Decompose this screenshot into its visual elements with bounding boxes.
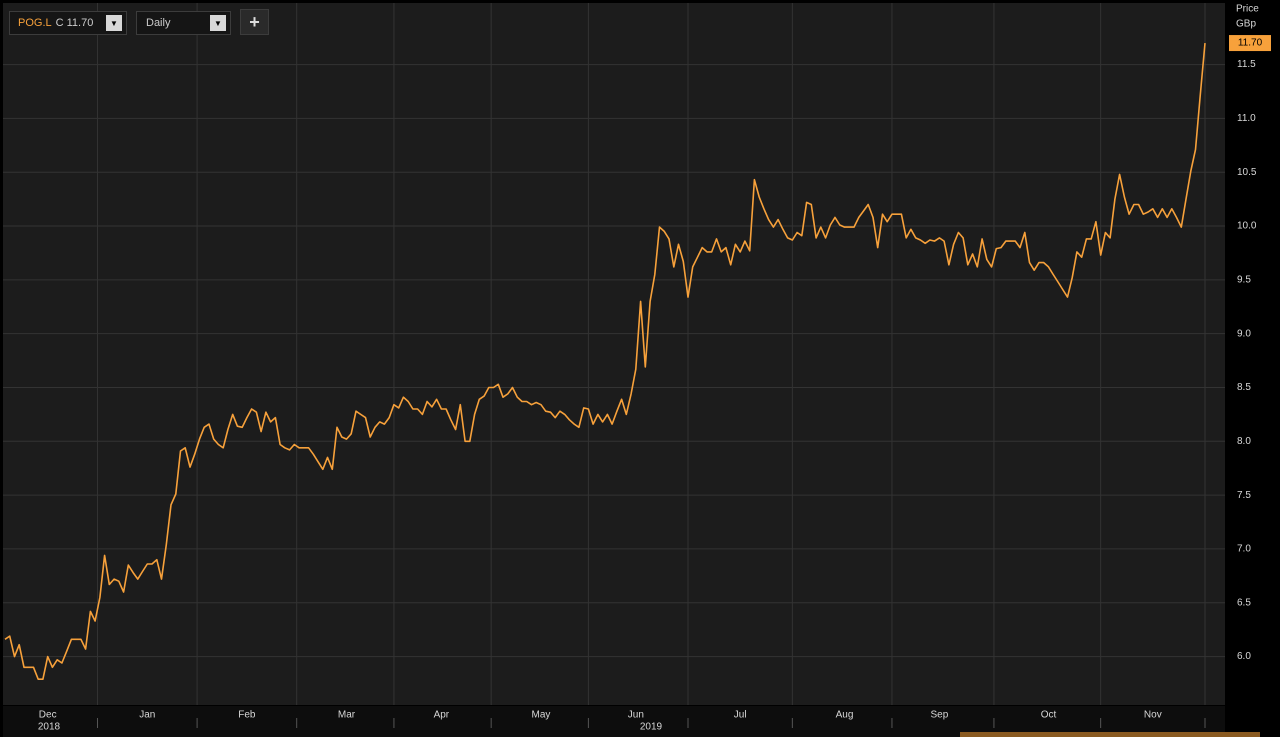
x-tick-label: Sep [930,710,948,721]
y-tick-label: 10.0 [1237,221,1257,232]
y-tick-label: 11.5 [1237,59,1256,70]
year-label: 2018 [38,722,61,733]
y-axis-unit: GBp [1236,19,1256,30]
x-axis-area [3,706,1225,737]
x-tick-label: Aug [836,710,854,721]
x-tick-label: Dec [39,710,57,721]
plot-area [3,3,1225,705]
y-tick-label: 10.5 [1237,167,1257,178]
symbol-selector[interactable]: POG.L C 11.70 ▼ [9,11,127,35]
x-tick-label: Jan [139,710,155,721]
price-line [4,43,1206,680]
x-tick-label: Jul [734,710,747,721]
y-tick-label: 11.0 [1237,113,1256,124]
x-tick-label: Apr [434,710,450,721]
close-price: C 11.70 [55,17,94,29]
interval-selector[interactable]: Daily ▼ [136,11,231,35]
y-tick-label: 8.0 [1237,436,1251,447]
scroll-bar [960,732,1260,737]
x-tick-label: Mar [338,710,356,721]
x-tick-label: Feb [238,710,256,721]
y-tick-label: 9.0 [1237,328,1251,339]
x-tick-label: May [532,710,551,721]
price-tag [1229,35,1271,52]
x-tick-label: Jun [628,710,644,721]
y-tick-label: 7.5 [1237,490,1251,501]
add-button[interactable]: + [240,9,269,35]
ticker: POG.L [18,17,52,29]
y-tick-label: 8.5 [1237,382,1251,393]
y-tick-label: 9.5 [1237,274,1251,285]
interval: Daily [146,17,171,29]
dropdown-arrow: ▼ [210,15,226,31]
y-tick-label: 7.0 [1237,544,1251,555]
price-tag-label: 11.70 [1238,38,1263,49]
y-axis-label: Price [1236,4,1259,15]
year-label: 2019 [640,722,663,733]
y-tick-label: 6.5 [1237,597,1251,608]
y-tick-label: 6.0 [1237,651,1251,662]
dropdown-arrow: ▼ [106,15,122,31]
x-tick-label: Oct [1041,710,1057,721]
x-tick-label: Nov [1144,710,1162,721]
